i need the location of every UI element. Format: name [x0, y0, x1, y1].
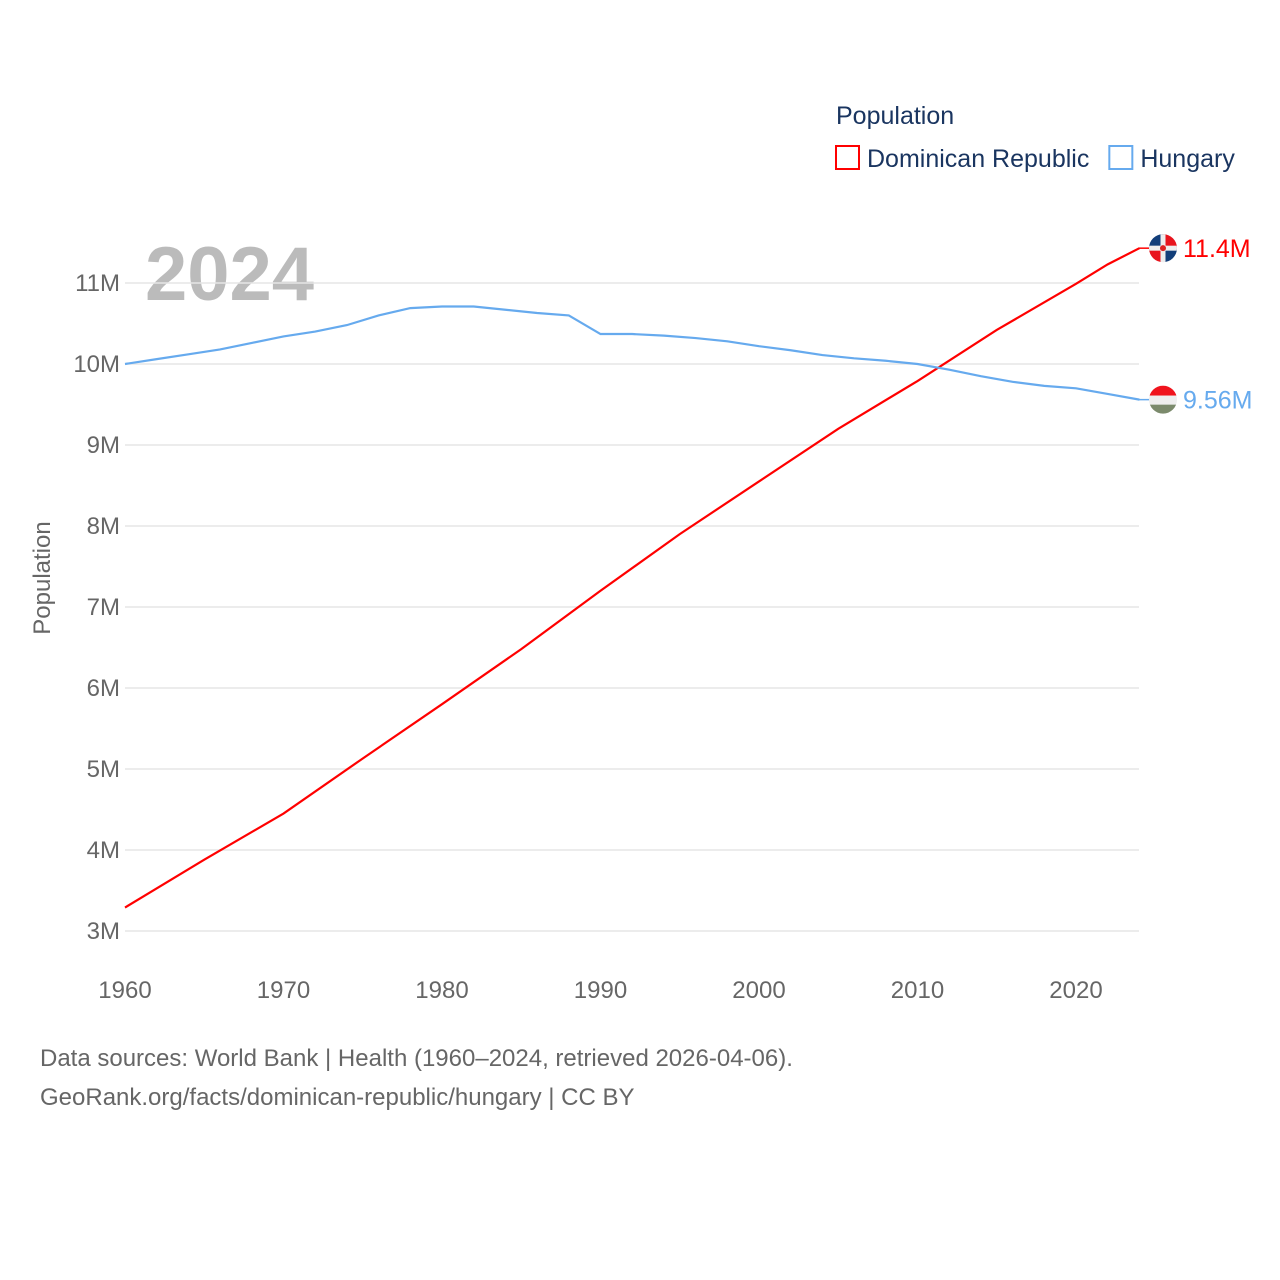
year-label: 2024: [145, 232, 314, 317]
data-source-text: Data sources: World Bank | Health (1960–…: [40, 1045, 793, 1072]
y-tick-label: 10M: [73, 351, 120, 378]
end-value-label: 11.4M: [1183, 235, 1251, 263]
y-tick-label: 8M: [87, 513, 120, 540]
series-line-hungary: [124, 305, 1140, 401]
hungary-flag-icon: [1149, 385, 1177, 414]
x-tick-label: 1960: [98, 977, 151, 1004]
x-tick-label: 1990: [574, 977, 627, 1004]
y-tick-label: 9M: [87, 432, 120, 459]
y-tick-label: 4M: [87, 837, 120, 864]
series-line-dominican-republic: [124, 247, 1140, 909]
y-tick-label: 11M: [75, 270, 120, 297]
x-tick-label: 2020: [1049, 977, 1102, 1004]
legend-label: Dominican Republic: [867, 145, 1089, 173]
x-tick-label: 2000: [732, 977, 785, 1004]
attribution-link[interactable]: GeoRank.org/facts/dominican-republic/hun…: [40, 1084, 635, 1111]
legend-swatch: [835, 145, 860, 170]
legend-label: Hungary: [1140, 145, 1235, 173]
y-tick-label: 3M: [87, 918, 120, 945]
y-tick-label: 7M: [87, 594, 120, 621]
x-tick-label: 1980: [415, 977, 468, 1004]
y-tick-label: 6M: [87, 675, 120, 702]
end-value-label: 9.56M: [1183, 387, 1252, 415]
x-tick-label: 2010: [891, 977, 944, 1004]
y-axis-title: Population: [29, 521, 56, 634]
legend-swatch: [1108, 145, 1134, 170]
x-tick-label: 1970: [257, 977, 310, 1004]
y-tick-label: 5M: [87, 756, 120, 783]
legend-title: Population: [836, 102, 954, 130]
dominican-republic-flag-icon: [1149, 234, 1177, 263]
